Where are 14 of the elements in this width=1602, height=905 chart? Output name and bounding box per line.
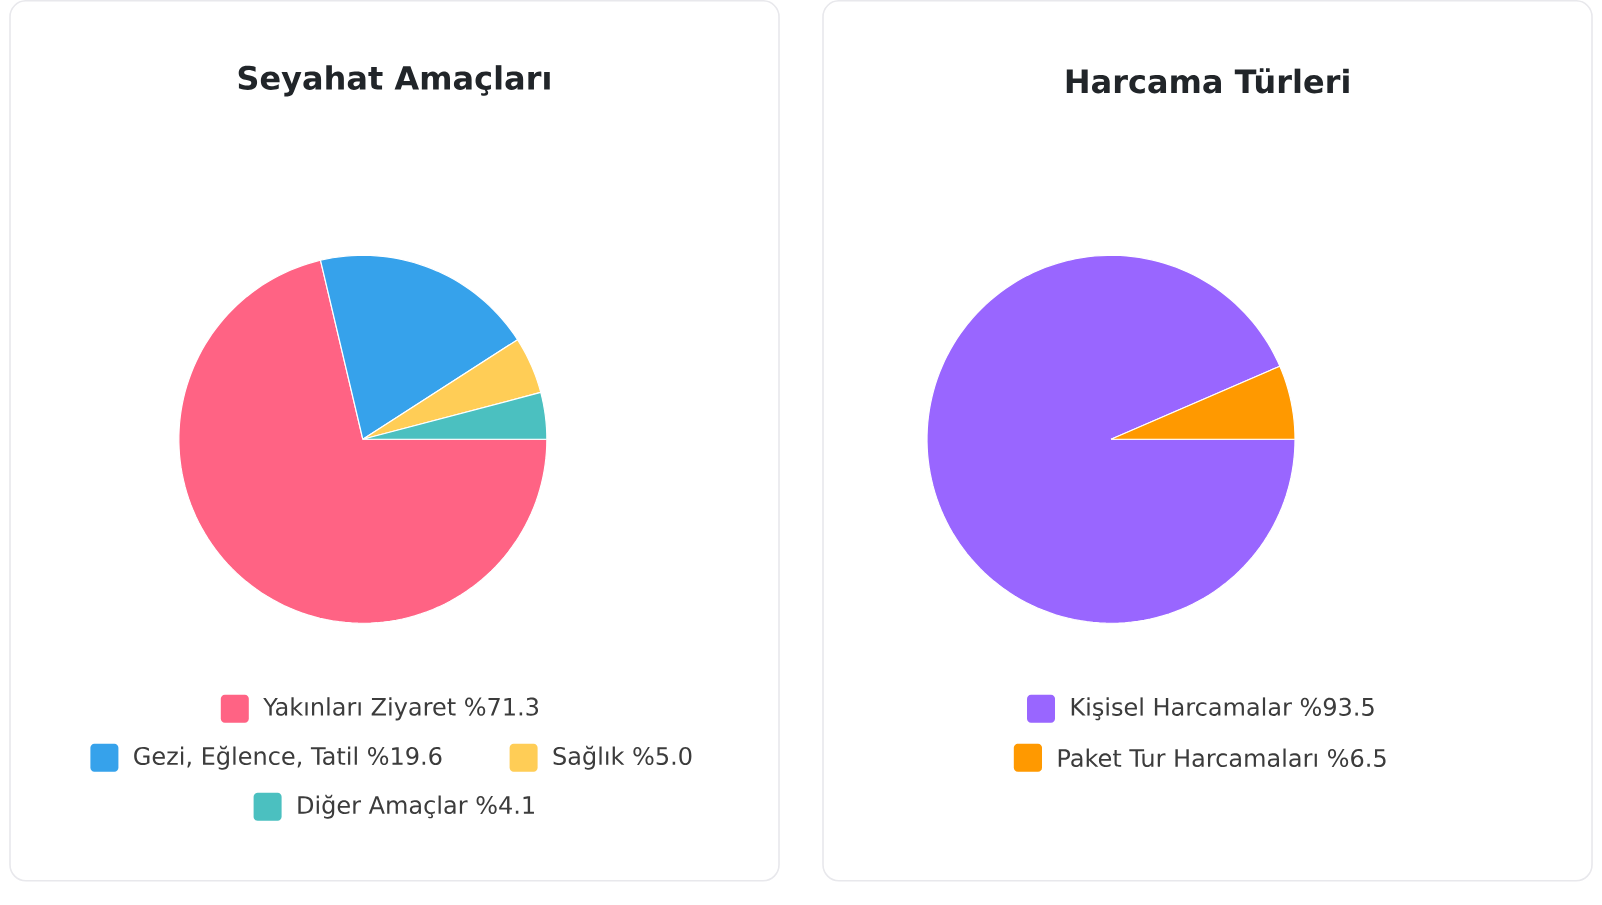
data-label: %19.6: [368, 747, 442, 766]
chart-title: Harcama Türleri: [1066, 68, 1349, 94]
chart-title: Seyahat Amaçları: [238, 65, 550, 97]
data-label: %93.5: [1300, 697, 1374, 717]
data-label: %5.0: [633, 747, 692, 766]
legend-label: Kişisel Harcamalar: [1071, 697, 1292, 721]
legend-label: Diğer Amaçlar: [298, 794, 468, 819]
data-label: %71.3: [465, 697, 539, 716]
legend-label: Yakınları Ziyaret: [263, 697, 456, 721]
data-label: %6.5: [1328, 749, 1386, 768]
legend-label: Gezi, Eğlence, Tatil: [134, 745, 357, 770]
data-label: %4.1: [476, 796, 534, 815]
legend-label: Sağlık: [553, 745, 625, 770]
legend-label: Paket Tur Harcamaları: [1058, 748, 1317, 768]
